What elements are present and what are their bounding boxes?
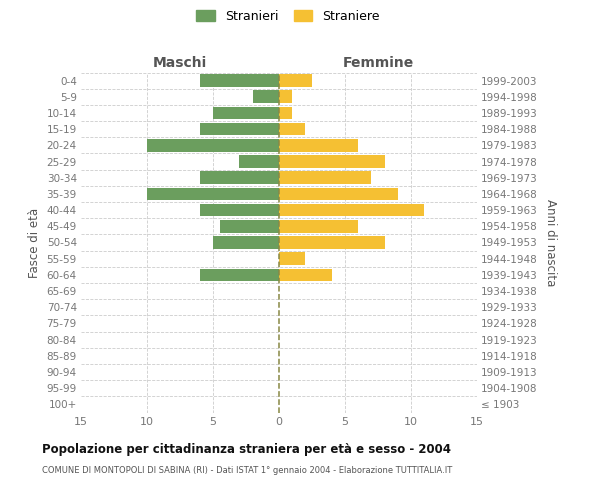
Text: Popolazione per cittadinanza straniera per età e sesso - 2004: Popolazione per cittadinanza straniera p… — [42, 442, 451, 456]
Bar — [239, 155, 279, 168]
Bar — [147, 188, 279, 200]
Bar — [279, 236, 385, 249]
Y-axis label: Fasce di età: Fasce di età — [28, 208, 41, 278]
Bar — [279, 155, 385, 168]
Bar — [279, 268, 332, 281]
Bar — [279, 139, 358, 151]
Text: Maschi: Maschi — [153, 56, 207, 70]
Bar — [279, 74, 312, 87]
Bar — [147, 139, 279, 151]
Bar — [220, 220, 279, 232]
Bar — [279, 220, 358, 232]
Bar — [279, 172, 371, 184]
Text: COMUNE DI MONTOPOLI DI SABINA (RI) - Dati ISTAT 1° gennaio 2004 - Elaborazione T: COMUNE DI MONTOPOLI DI SABINA (RI) - Dat… — [42, 466, 452, 475]
Bar — [279, 252, 305, 265]
Bar — [279, 123, 305, 136]
Bar — [279, 90, 292, 103]
Bar — [200, 268, 279, 281]
Bar — [213, 236, 279, 249]
Bar — [200, 74, 279, 87]
Legend: Stranieri, Straniere: Stranieri, Straniere — [193, 6, 383, 26]
Bar — [279, 188, 398, 200]
Text: Femmine: Femmine — [343, 56, 413, 70]
Bar — [279, 106, 292, 120]
Bar — [200, 123, 279, 136]
Bar — [253, 90, 279, 103]
Bar — [213, 106, 279, 120]
Bar — [200, 172, 279, 184]
Bar — [279, 204, 424, 216]
Y-axis label: Anni di nascita: Anni di nascita — [544, 199, 557, 286]
Bar — [200, 204, 279, 216]
